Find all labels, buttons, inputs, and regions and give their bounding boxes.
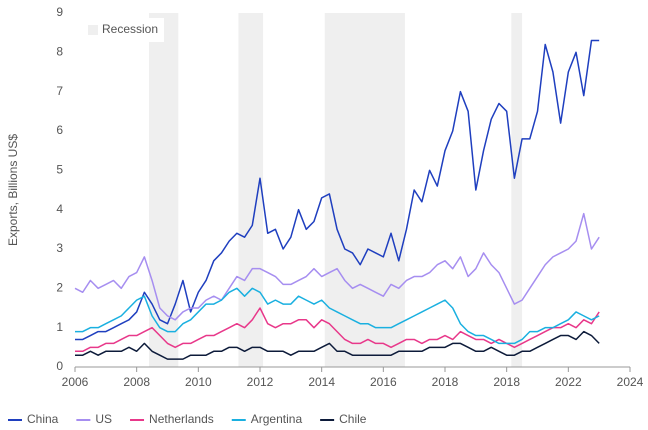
recession-legend-label: Recession xyxy=(102,22,158,36)
legend-label: Netherlands xyxy=(149,412,214,426)
x-tick-label: 2012 xyxy=(247,375,274,389)
y-tick-label: 9 xyxy=(56,5,63,19)
y-tick-label: 6 xyxy=(56,123,63,137)
x-tick-label: 2024 xyxy=(617,375,644,389)
recession-band xyxy=(238,13,264,367)
x-tick-label: 2014 xyxy=(308,375,335,389)
recession-legend-swatch xyxy=(88,25,98,35)
x-tick-label: 2016 xyxy=(370,375,397,389)
series-line xyxy=(75,330,600,360)
y-tick-label: 5 xyxy=(56,163,63,177)
y-tick-label: 7 xyxy=(56,84,63,98)
y-tick-label: 1 xyxy=(56,320,63,334)
x-tick-label: 2018 xyxy=(432,375,459,389)
x-tick-label: 2008 xyxy=(123,375,150,389)
series-line xyxy=(75,287,600,345)
y-axis-label: Exports, Billions US$ xyxy=(6,134,20,246)
recession-band xyxy=(324,13,405,367)
recession-band xyxy=(511,13,523,367)
y-tick-label: 8 xyxy=(56,45,63,59)
recession-band xyxy=(149,13,179,367)
x-tick-label: 2018 xyxy=(493,375,520,389)
y-tick-label: 3 xyxy=(56,241,63,255)
y-tick-label: 4 xyxy=(56,202,63,216)
series-line xyxy=(75,307,600,353)
series-line xyxy=(75,39,600,341)
y-tick-label: 2 xyxy=(56,281,63,295)
legend-label: Chile xyxy=(339,412,367,426)
legend-label: US xyxy=(95,412,112,426)
x-tick-label: 2006 xyxy=(62,375,89,389)
series-line xyxy=(74,212,600,321)
x-tick-label: 2022 xyxy=(555,375,582,389)
x-tick-label: 2010 xyxy=(185,375,212,389)
legend-label: Argentina xyxy=(251,412,303,426)
y-tick-label: 0 xyxy=(56,359,63,373)
legend-label: China xyxy=(27,412,59,426)
